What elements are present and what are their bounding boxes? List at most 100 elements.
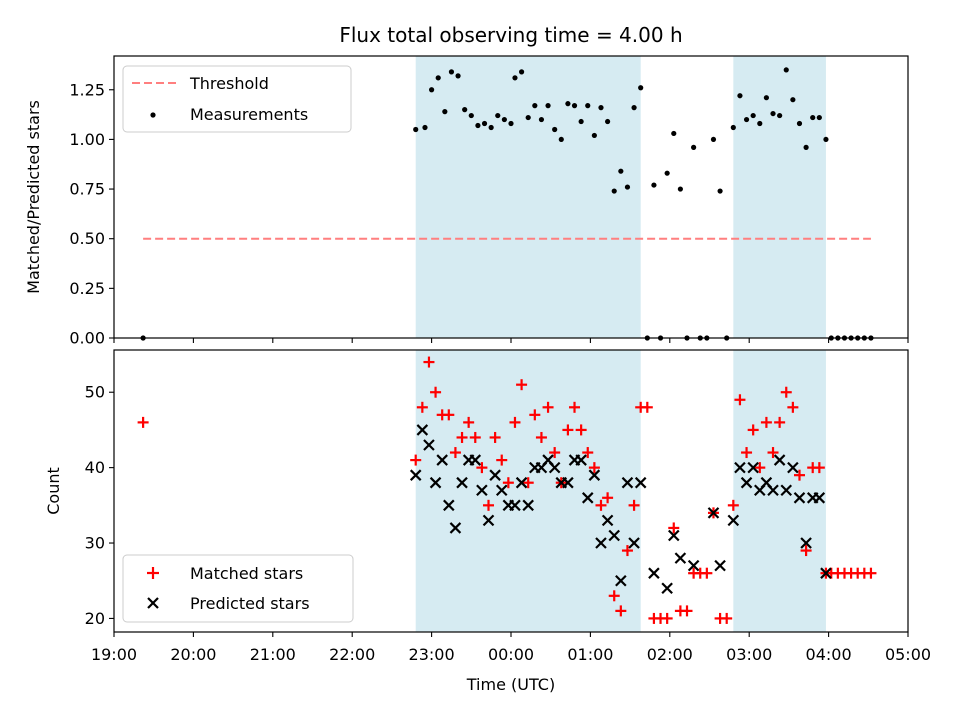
predicted-star-point [734,461,746,474]
measurement-point [624,184,631,190]
predicted-marker-b [581,492,594,504]
predicted-marker-b [714,559,726,572]
measurement-point [468,112,474,119]
top-panel: 0.00 0.25 0.50 0.75 1.00 1.25 Matched/Predict… [24,55,909,348]
bottom-xtick-label: 03:00 [726,645,772,664]
x-axis-label: Time (UTC) [466,675,555,694]
measurement-point [823,136,829,143]
bottom-ytick-label: 40 [85,458,105,477]
bottom-xtick-label: 22:00 [329,645,375,664]
bottom-xtick-label: 05:00 [885,645,931,664]
predicted-star-point [429,476,442,489]
predicted-star-point [615,574,627,587]
predicted-marker-b [648,567,660,579]
predicted-star-point [661,582,673,595]
bottom-xtick-label: 00:00 [488,645,534,664]
measurement-point [442,109,448,115]
predicted-star-point [515,476,528,489]
matched-star-point [582,447,594,459]
measurement-point [571,103,578,109]
bottom-xtick-label: 02:00 [647,645,693,664]
predicted-marker-b [409,469,422,481]
predicted-marker-b [469,454,482,466]
predicted-star-point [767,484,779,497]
top-legend: Threshold Measurements [122,65,352,133]
matched-star-point [602,492,614,504]
predicted-marker-b [423,439,435,451]
predicted-marker-b [429,476,442,489]
measurement-point [717,188,723,194]
matched-star-point [727,499,739,511]
matched-star-point [509,416,521,428]
measurement-point [422,124,428,131]
legend-threshold-label: Threshold [189,74,269,93]
top-ytick-label: 0.25 [69,279,105,298]
bottom-ytick-label: 20 [85,609,105,628]
legend-matched-swatch [147,567,159,579]
bottom-ytick-label: 50 [85,383,105,402]
measurement-point [816,114,822,121]
predicted-star-point [648,567,660,579]
top-y-axis-label: Matched/Predicted stars [24,100,43,294]
matched-star-point [661,612,673,624]
bottom-shaded-intervals [415,350,826,632]
measurement-point [611,188,617,194]
predicted-star-point [581,492,594,504]
predicted-star-point [588,469,601,481]
top-ytick-label: 0.50 [69,229,105,248]
matched-star-point [535,431,547,443]
measurement-point [488,124,494,131]
measurement-point [525,114,531,121]
shaded-interval [415,56,641,338]
predicted-marker-b [482,514,495,527]
matched-star-point [641,401,653,413]
predicted-marker-b [515,476,528,489]
predicted-marker-b [787,461,799,474]
matched-star-point [721,612,733,624]
predicted-marker-b [800,537,812,549]
predicted-star-point [707,507,720,519]
predicted-star-point [687,559,700,572]
top-y-ticks: 0.00 0.25 0.50 0.75 1.00 1.25 [69,80,114,348]
predicted-star-point [674,552,687,564]
predicted-star-point [601,514,614,527]
bottom-xtick-label: 04:00 [806,645,852,664]
matched-star-point [529,409,541,421]
measurement-point [763,95,770,101]
predicted-star-point [449,522,462,534]
predicted-marker-b [575,454,587,466]
predicted-star-point [562,476,574,489]
matched-star-point [588,462,600,474]
legend-predicted-swatch [147,597,159,609]
shaded-interval [415,350,641,632]
bottom-xtick-label: 21:00 [250,645,296,664]
predicted-marker-b [489,469,501,481]
matched-star-point [754,462,766,474]
predicted-marker-b [661,582,673,595]
predicted-star-point [416,424,429,436]
predicted-marker-b [495,484,508,497]
measurement-point [532,103,538,109]
predicted-marker-b [767,484,779,497]
measurement-point [757,120,763,127]
predicted-marker-b [813,492,826,504]
predicted-star-point [747,461,759,474]
matched-star-point [615,605,627,617]
predicted-star-point [595,537,607,549]
top-ytick-label: 0.75 [69,180,105,199]
predicted-marker-b [634,476,647,489]
matched-star-point [787,401,799,413]
predicted-marker-b [443,499,455,512]
matched-star-point [681,605,693,617]
top-measurement-points [140,67,874,341]
predicted-star-point [436,454,448,466]
predicted-marker-b [707,507,720,519]
predicted-star-point [800,537,812,549]
matched-star-point [668,522,680,534]
matched-star-point [443,409,455,421]
predicted-star-point [409,469,422,481]
measurement-point [501,116,507,123]
predicted-marker-b [588,469,601,481]
measurement-point [737,93,743,99]
predicted-star-point [780,484,793,497]
